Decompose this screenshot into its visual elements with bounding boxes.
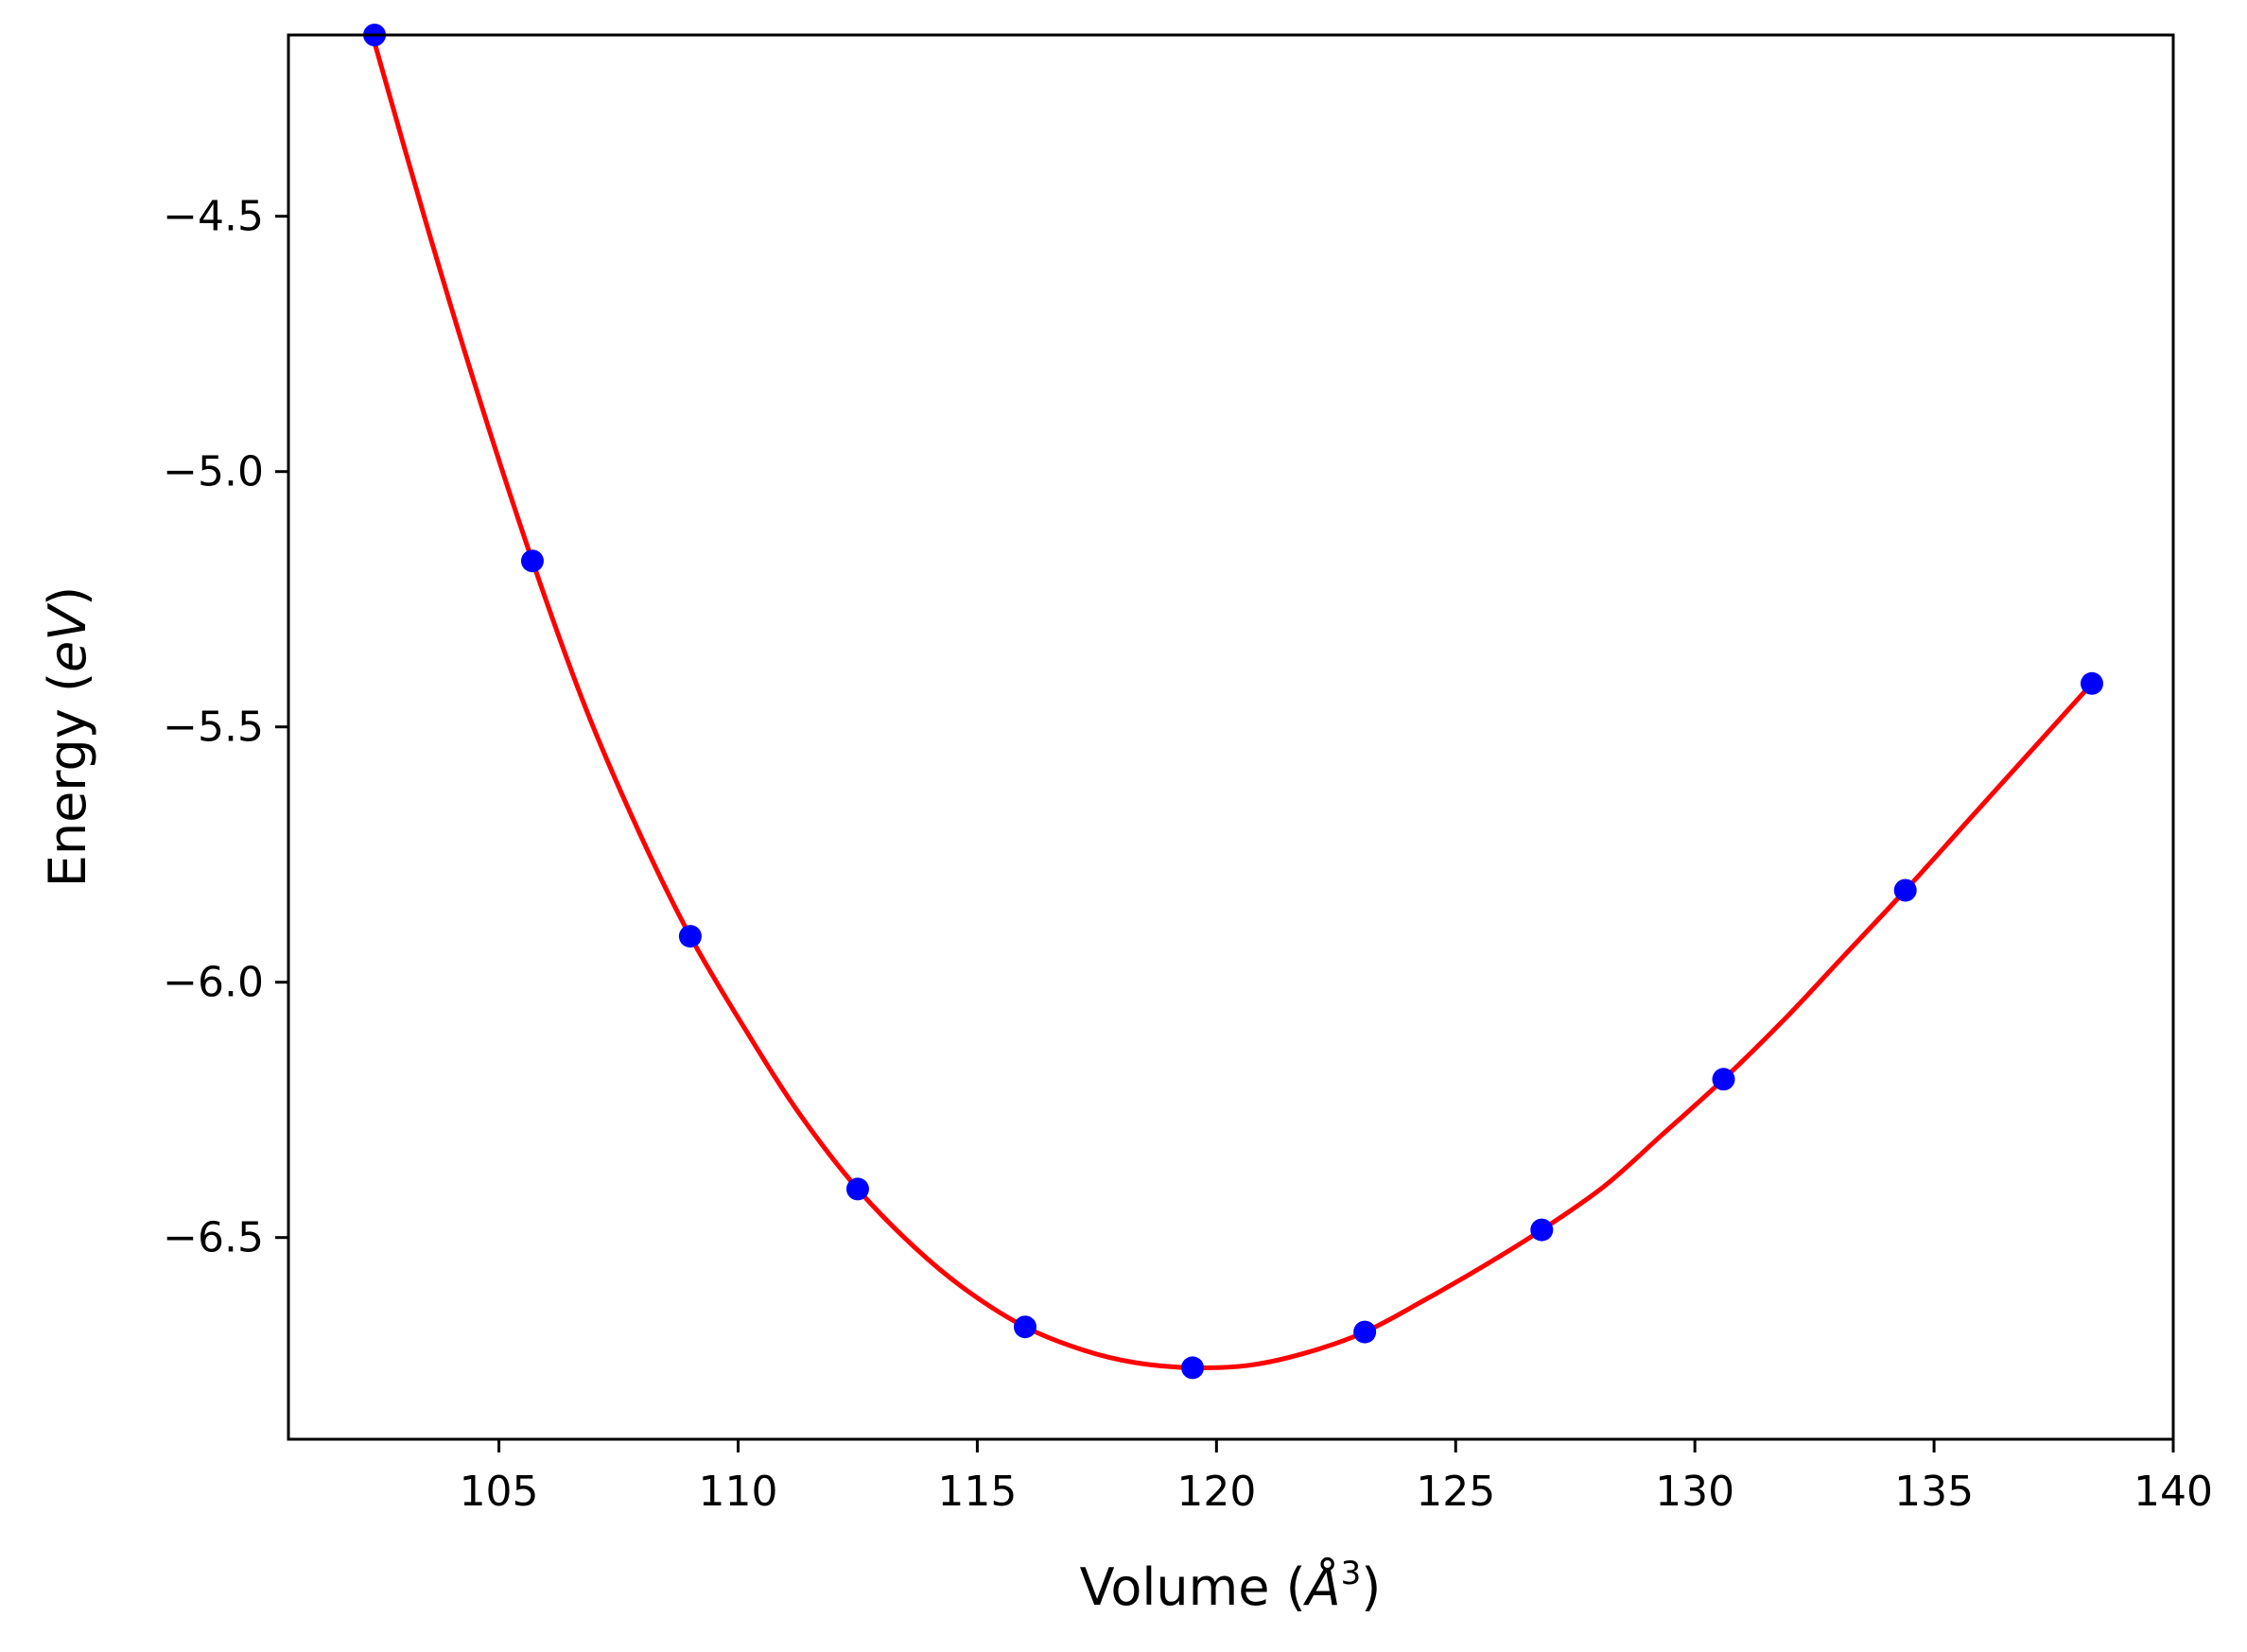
data-point (1712, 1068, 1735, 1091)
x-tick-label: 135 (1894, 1468, 1974, 1516)
y-axis-label: Energy (eV) (38, 586, 97, 888)
x-axis-label: Volume (Å3) (1080, 1555, 1382, 1617)
data-point (678, 925, 702, 948)
x-tick-label: 110 (698, 1468, 777, 1516)
data-point (520, 549, 544, 573)
data-point (1181, 1356, 1205, 1380)
x-axis-ticks: 105 110 115 120 125 130 135 140 (460, 1439, 2213, 1516)
x-tick-label: 105 (460, 1468, 539, 1516)
y-tick-label: −5.0 (163, 448, 264, 496)
y-tick-label: −4.5 (163, 193, 264, 241)
y-tick-label: −6.0 (163, 959, 264, 1007)
y-tick-label: −6.5 (163, 1214, 264, 1262)
plot-area (363, 24, 2104, 1380)
x-tick-label: 115 (937, 1468, 1017, 1516)
x-tick-label: 130 (1655, 1468, 1734, 1516)
data-point (2081, 671, 2104, 695)
x-tick-label: 120 (1176, 1468, 1256, 1516)
x-tick-label: 140 (2134, 1468, 2213, 1516)
axes-frame (287, 33, 2175, 1441)
data-point (845, 1177, 869, 1201)
y-tick-label: −5.5 (163, 704, 264, 752)
fit-curve-line (372, 42, 2094, 1371)
data-point (1353, 1320, 1377, 1344)
data-point (1893, 878, 1917, 902)
data-point (1013, 1315, 1036, 1339)
x-tick-label: 125 (1416, 1468, 1495, 1516)
data-point (1530, 1218, 1554, 1242)
y-axis-ticks: −4.5 −5.0 −5.5 −6.0 −6.5 (163, 193, 288, 1262)
